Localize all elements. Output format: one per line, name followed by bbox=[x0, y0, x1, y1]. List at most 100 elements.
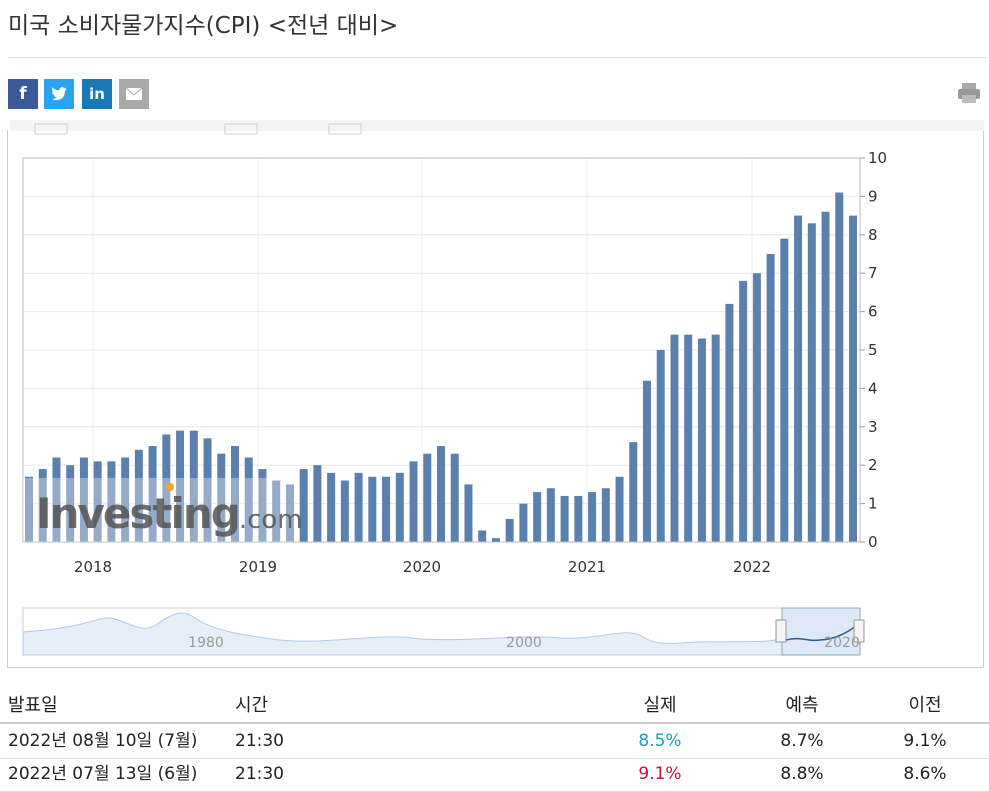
bar bbox=[546, 488, 555, 542]
x-tick-label: 2020 bbox=[403, 558, 441, 576]
bar bbox=[285, 484, 294, 542]
bar bbox=[697, 338, 706, 542]
bar bbox=[231, 446, 239, 542]
navigator-label: 2000 bbox=[506, 635, 542, 651]
table-cell: 8.7% bbox=[780, 731, 824, 751]
y-tick-label: 7 bbox=[868, 264, 878, 282]
bar bbox=[299, 469, 308, 542]
bar bbox=[327, 472, 336, 542]
bar bbox=[478, 530, 487, 542]
bar bbox=[670, 334, 679, 542]
y-tick-label: 5 bbox=[868, 341, 878, 359]
table-cell: 2022년 07월 13일 (6월) bbox=[8, 764, 198, 784]
linkedin-button[interactable]: in bbox=[82, 79, 112, 109]
navigator-label: 1980 bbox=[188, 635, 224, 651]
divider bbox=[8, 57, 986, 58]
email-icon bbox=[125, 87, 143, 100]
y-tick-label: 0 bbox=[868, 533, 878, 551]
y-tick-label: 6 bbox=[868, 303, 878, 321]
table-row: 2022년 07월 13일 (6월) 21:30 9.1% 8.8% 8.6% bbox=[0, 758, 989, 792]
facebook-button[interactable]: f bbox=[8, 79, 38, 109]
navigator-handle[interactable] bbox=[775, 619, 787, 643]
y-tick-label: 1 bbox=[868, 495, 878, 513]
table-cell: 21:30 bbox=[235, 764, 284, 784]
watermark: Investing.com bbox=[36, 489, 303, 538]
bar bbox=[574, 495, 583, 542]
bar bbox=[656, 350, 665, 542]
bar bbox=[752, 273, 761, 542]
watermark-main: Investing bbox=[36, 489, 239, 538]
bar bbox=[258, 469, 267, 542]
bar bbox=[395, 472, 404, 542]
chart-panel bbox=[7, 130, 984, 668]
bar bbox=[313, 465, 322, 542]
header-cell: 예측 bbox=[785, 695, 819, 716]
watermark-veil bbox=[23, 478, 295, 542]
x-tick-label: 2018 bbox=[74, 558, 112, 576]
header-cell: 이전 bbox=[908, 695, 942, 716]
bar bbox=[849, 215, 857, 542]
navigator-window-series bbox=[785, 625, 857, 642]
x-tick-label: 2019 bbox=[239, 558, 277, 576]
title: 미국 소비자물가지수(CPI) <전년 대비> bbox=[8, 13, 399, 39]
bar bbox=[189, 430, 198, 542]
header-cell: 실제 bbox=[643, 695, 677, 716]
y-tick-label: 10 bbox=[868, 149, 887, 167]
bar bbox=[217, 453, 226, 542]
bar bbox=[491, 538, 500, 542]
bar bbox=[766, 254, 775, 542]
y-tick-label: 2 bbox=[868, 456, 878, 474]
x-tick-label: 2021 bbox=[568, 558, 606, 576]
navigator-label: 2020 bbox=[824, 635, 860, 651]
bar bbox=[601, 488, 610, 542]
bar bbox=[629, 442, 638, 542]
bar bbox=[643, 380, 651, 542]
y-tick-label: 8 bbox=[868, 226, 878, 244]
bar bbox=[66, 465, 75, 542]
table-cell: 9.1% bbox=[903, 731, 947, 751]
plot-frame bbox=[22, 157, 861, 543]
bar bbox=[684, 334, 693, 542]
bar bbox=[711, 334, 720, 542]
bar bbox=[560, 495, 569, 542]
bar bbox=[340, 480, 349, 542]
bar bbox=[148, 446, 157, 542]
table-row: 2022년 08월 10일 (7월) 21:30 8.5% 8.7% 9.1% bbox=[0, 725, 989, 759]
table-cell: 8.6% bbox=[903, 764, 947, 784]
bar bbox=[739, 280, 748, 542]
x-tick-label: 2022 bbox=[733, 558, 771, 576]
bar bbox=[615, 476, 624, 542]
y-tick-label: 3 bbox=[868, 418, 878, 436]
bar bbox=[409, 461, 418, 542]
bar bbox=[588, 492, 597, 542]
bar bbox=[835, 192, 844, 542]
twitter-icon bbox=[52, 87, 67, 101]
bar bbox=[244, 457, 253, 542]
bar bbox=[52, 457, 61, 542]
bar bbox=[134, 449, 143, 542]
bar bbox=[423, 453, 432, 542]
navigator-series bbox=[22, 612, 783, 656]
bar bbox=[780, 238, 789, 542]
navigator-handle[interactable] bbox=[853, 619, 865, 643]
table-cell: 2022년 08월 10일 (7월) bbox=[8, 731, 198, 751]
watermark-dot bbox=[166, 483, 174, 491]
bar bbox=[821, 211, 830, 542]
print-icon[interactable] bbox=[957, 82, 981, 104]
y-tick-label: 9 bbox=[868, 187, 878, 205]
bar bbox=[368, 476, 377, 542]
y-tick-label: 4 bbox=[868, 379, 878, 397]
bar bbox=[272, 480, 281, 542]
twitter-button[interactable] bbox=[44, 79, 74, 109]
table-cell: 8.8% bbox=[780, 764, 824, 784]
email-button[interactable] bbox=[119, 79, 149, 109]
bar bbox=[354, 472, 363, 542]
bar bbox=[203, 438, 212, 542]
bar bbox=[382, 476, 391, 542]
bar bbox=[794, 215, 803, 542]
table-cell: 21:30 bbox=[235, 731, 284, 751]
bar bbox=[437, 446, 445, 542]
bar bbox=[176, 430, 185, 542]
